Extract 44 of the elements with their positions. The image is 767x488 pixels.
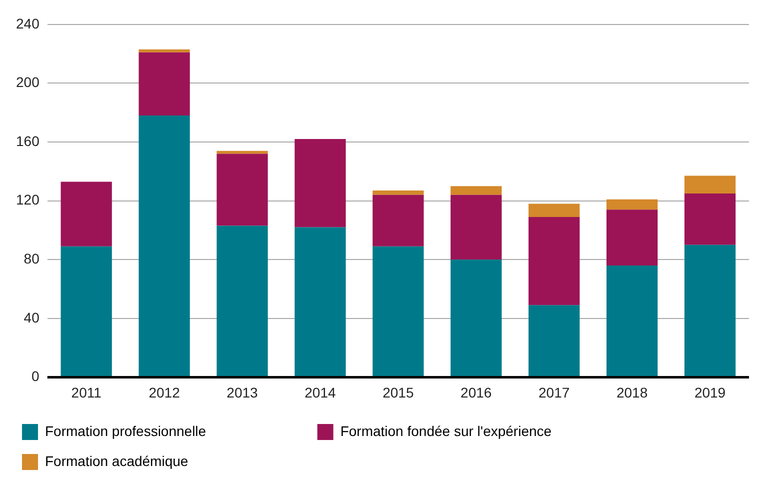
bar [216,226,268,377]
bar [372,194,424,246]
x-tick-label: 2018 [616,384,648,400]
bar [138,52,190,116]
x-tick-label: 2019 [694,384,726,400]
bar [450,260,502,377]
bar [606,199,658,210]
bar [450,194,502,260]
bar [294,227,346,377]
y-tick-label: 200 [16,74,40,90]
bar [372,190,424,195]
bar [450,186,502,195]
bar [606,210,658,266]
x-tick-label: 2015 [382,384,414,400]
y-tick-label: 40 [24,309,40,326]
x-tick-label: 2011 [71,384,102,400]
bar [528,216,580,306]
bar [372,246,424,377]
bar [528,204,580,217]
x-tick-label: 2012 [148,384,180,400]
bar [216,150,268,154]
bar [684,193,736,245]
x-tick-label: 2014 [304,384,336,400]
bar [528,305,580,377]
bar [60,182,112,246]
y-tick-label: 80 [24,250,40,266]
bar [294,139,346,228]
y-tick-label: 120 [16,192,40,208]
bar [684,244,736,377]
legend-label: Formation professionnelle [45,422,304,439]
legend-label: Formation académique [45,452,286,469]
bar [138,49,190,52]
y-tick-label: 160 [16,132,40,149]
y-tick-label: 240 [16,15,40,32]
bar [684,176,736,194]
x-tick-label: 2017 [538,384,570,400]
y-tick-label: 0 [32,368,40,384]
bar [216,154,268,226]
bar [606,265,658,377]
bar [60,246,112,377]
legend-label: Formation fondée sur l'expérience [340,422,649,439]
bar [138,116,190,377]
x-tick-label: 2013 [226,384,258,400]
x-tick-label: 2016 [460,384,492,400]
